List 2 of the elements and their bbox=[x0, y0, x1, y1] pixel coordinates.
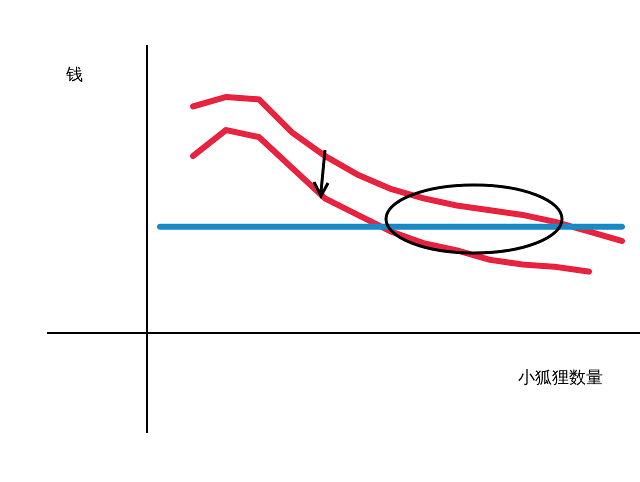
x-axis-title: 小狐狸数量 bbox=[518, 368, 603, 388]
y-axis-title: 钱 bbox=[65, 65, 83, 85]
